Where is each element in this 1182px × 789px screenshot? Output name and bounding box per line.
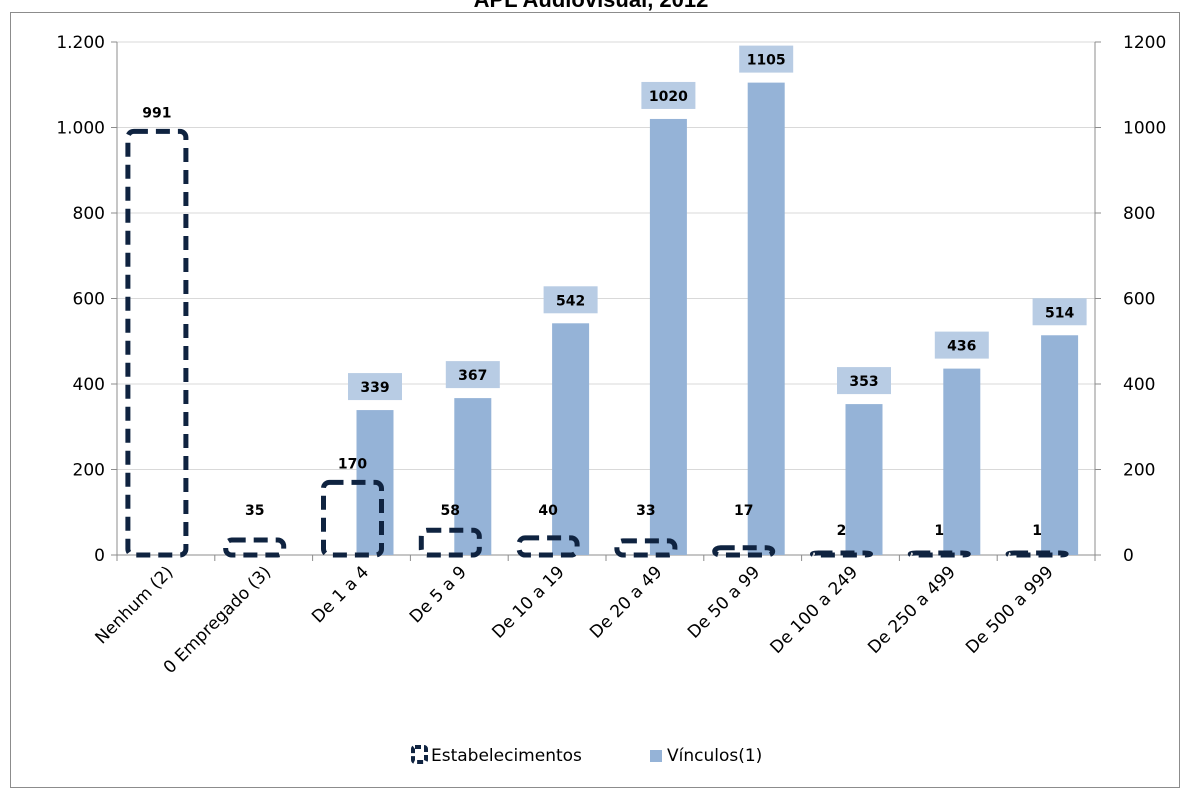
data-label-vinculos: 367	[458, 368, 487, 384]
bar-estabelecimentos	[712, 545, 776, 558]
data-label-estabelecimentos: 2	[837, 523, 847, 539]
legend-swatch-vinculos	[650, 750, 662, 762]
x-tick-label: De 20 a 49	[586, 562, 666, 642]
data-label-bg	[641, 81, 696, 109]
bar-estabelecimentos	[418, 527, 482, 558]
y-left-tick-label: 600	[73, 290, 105, 310]
data-label-estabelecimentos: 58	[441, 503, 460, 519]
x-tick-label: De 50 a 99	[684, 562, 764, 642]
legend-swatch-estabelecimentos	[411, 745, 428, 764]
bar-vinculos	[845, 404, 883, 555]
x-tick-label: 0 Empregado (3)	[160, 562, 275, 677]
data-label-estabelecimentos: 170	[338, 456, 367, 472]
data-label-bg	[348, 373, 402, 401]
data-label-estabelecimentos: 991	[142, 105, 171, 121]
data-label-estabelecimentos: 17	[734, 503, 753, 519]
bar-vinculos	[943, 368, 981, 555]
data-label-bg	[543, 286, 598, 314]
y-right-tick-label: 600	[1123, 290, 1155, 310]
x-tick-label: De 5 a 9	[406, 562, 471, 627]
data-label-vinculos: 1020	[649, 89, 688, 105]
data-label-vinculos: 542	[556, 293, 585, 309]
legend: Estabelecimentos Vínculos(1)	[411, 745, 762, 766]
data-label-vinculos: 339	[360, 380, 389, 396]
bar-estabelecimentos	[223, 537, 287, 558]
bar-vinculos	[747, 82, 785, 556]
y-left-tick-label: 200	[73, 461, 105, 481]
data-label-vinculos: 514	[1045, 305, 1074, 321]
bar-estabelecimentos	[1005, 550, 1069, 558]
y-right-tick-label: 1200	[1123, 33, 1166, 53]
data-label-estabelecimentos: 40	[538, 503, 558, 519]
bar-estabelecimentos	[321, 479, 384, 558]
series-estabelecimentos	[125, 128, 1069, 558]
y-left-tick-label: 800	[73, 204, 105, 224]
bar-estabelecimentos	[125, 128, 189, 558]
data-labels: 339 367 542 1020 1105 353 436 514 991 35 170 58 40 33…	[142, 45, 1087, 539]
data-label-estabelecimentos: 1	[1032, 523, 1042, 539]
y-right-tick-label: 1000	[1123, 119, 1166, 139]
bar-estabelecimentos	[516, 535, 580, 558]
data-label-vinculos: 1105	[747, 53, 786, 69]
x-tick-label: De 10 a 19	[488, 562, 568, 642]
legend-label-estabelecimentos: Estabelecimentos	[431, 746, 582, 766]
x-tick-label: De 100 a 249	[767, 562, 863, 658]
gridlines	[117, 41, 1095, 470]
x-tick-label: Nenhum (2)	[91, 562, 177, 648]
bar-estabelecimentos	[907, 550, 971, 558]
bar-vinculos	[649, 118, 687, 555]
y-left-tick-label: 0	[94, 546, 105, 566]
y-left-tick-label: 1.000	[56, 119, 105, 139]
y-right-tick-label: 400	[1123, 375, 1155, 395]
x-tick-label: De 250 a 499	[864, 562, 960, 658]
chart-title: APL Audiovisual, 2012	[0, 0, 1182, 13]
y-left-tick-label: 400	[73, 375, 105, 395]
data-label-vinculos: 353	[849, 374, 878, 390]
series-vinculos	[356, 82, 1079, 556]
chart-frame	[10, 12, 1180, 788]
data-label-estabelecimentos: 33	[636, 503, 655, 519]
bar-estabelecimentos	[614, 538, 678, 558]
data-label-bg	[837, 367, 891, 395]
y-right-tick-label: 0	[1123, 546, 1134, 566]
y-left-tick-label: 1.200	[56, 33, 105, 53]
y-right-tick-label: 800	[1123, 204, 1155, 224]
data-label-estabelecimentos: 1	[934, 523, 944, 539]
bar-vinculos	[1041, 335, 1079, 555]
data-label-bg	[739, 45, 794, 73]
data-label-vinculos: 436	[947, 339, 976, 355]
data-label-bg	[1032, 298, 1087, 326]
bar-estabelecimentos	[810, 550, 873, 558]
tick-labels: 0 200 400 600 800 1.000 1.200 0 200 400 600 800 1000…	[56, 33, 1166, 678]
bar-vinculos	[552, 323, 590, 555]
y-right-tick-label: 200	[1123, 461, 1155, 481]
x-tick-label: De 500 a 999	[962, 562, 1058, 658]
x-tick-label: De 1 a 4	[308, 562, 373, 627]
data-label-bg	[934, 331, 989, 359]
data-label-estabelecimentos: 35	[245, 503, 264, 519]
legend-label-vinculos: Vínculos(1)	[667, 746, 762, 766]
data-label-bg	[445, 361, 500, 389]
